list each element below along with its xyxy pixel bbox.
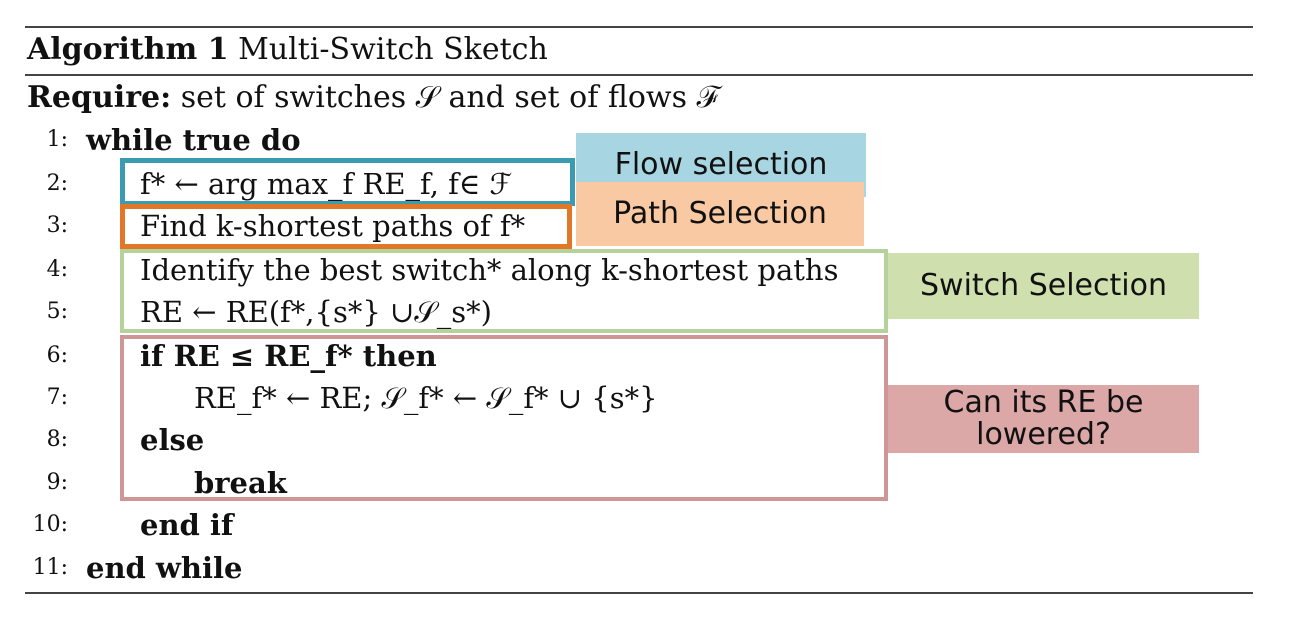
line-code: Find k-shortest paths of f* [140,209,526,243]
require-label: Require: [27,80,172,115]
top-rule [25,26,1253,28]
line-code: while true do [86,123,301,157]
line-number: 9: [46,470,68,495]
line-number: 10: [32,512,68,537]
line-number: 3: [46,213,68,238]
require-text: set of switches 𝒮 and set of flows ℱ [171,80,719,115]
line-number: 11: [32,555,68,580]
flow-selection-box [120,158,575,206]
re-lowered-label: Can its RE be lowered? [888,385,1199,453]
line-code: Identify the best switch* along k-shorte… [140,253,839,287]
line-code: else [140,423,205,457]
line-code: end if [140,508,234,542]
re-lowered-label-line1: Can its RE be [943,385,1144,420]
switch-selection-box [120,249,888,333]
line-code: if RE ≤ RE_f* then [140,339,437,373]
line-code: RE ← RE(f*,{s*} ∪𝒮_s*) [140,295,492,329]
title-rule [25,74,1253,76]
line-code: RE_f* ← RE; 𝒮_f* ← 𝒮_f* ∪ {s*} [194,381,658,415]
line-number: 6: [46,343,68,368]
line-number: 8: [46,427,68,452]
line-number: 7: [46,385,68,410]
path-selection-label: Path Selection [576,182,864,246]
line-number: 5: [46,299,68,324]
re-lowered-box [120,335,888,501]
algorithm-name: Multi-Switch Sketch [238,32,548,67]
line-number: 1: [46,127,68,152]
path-selection-box [120,204,572,249]
line-number: 2: [46,171,68,196]
line-code: end while [86,551,243,585]
line-number: 4: [46,257,68,282]
re-lowered-label-line2: lowered? [976,417,1111,452]
algorithm-title: Algorithm 1 Multi-Switch Sketch [27,30,548,70]
line-code: f* ← arg max_f RE_f, f∈ ℱ [140,167,513,201]
algorithm-label: Algorithm 1 [27,32,229,67]
require-line: Require: set of switches 𝒮 and set of fl… [27,78,719,118]
line-code: break [194,466,287,500]
bottom-rule [25,592,1253,594]
switch-selection-label: Switch Selection [888,253,1199,319]
